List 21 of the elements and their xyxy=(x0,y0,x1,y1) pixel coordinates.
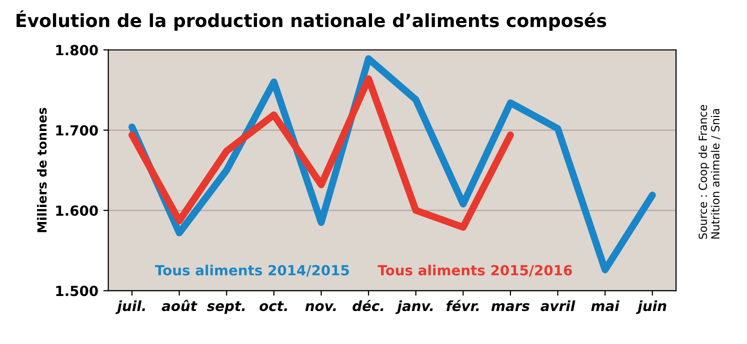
y-tick-label: 1.800 xyxy=(56,44,98,56)
y-axis-title: Milliers de tonnes xyxy=(37,108,47,232)
source-note: Source : Coop de France Nutrition animale / Snia xyxy=(698,104,720,239)
y-tick-label: 1.700 xyxy=(56,125,98,136)
y-tick-label: 1.500 xyxy=(56,286,98,296)
x-tick-label: avril xyxy=(540,300,576,312)
x-tick-label: juil. xyxy=(115,300,146,314)
x-tick-label: févr. xyxy=(446,300,479,312)
x-tick-label: déc. xyxy=(352,300,384,312)
x-tick-label: janv. xyxy=(395,300,433,314)
x-tick-label: août xyxy=(162,300,198,312)
x-tick-label: oct. xyxy=(260,301,288,312)
text: Tous aliments 2015/2016 xyxy=(378,264,572,277)
x-tick-label: mars xyxy=(491,303,530,312)
y-tick-label: 1.600 xyxy=(56,205,98,216)
x-tick-label: nov. xyxy=(305,303,336,312)
x-tick-label: juin xyxy=(636,300,666,314)
text: Tous aliments 2014/2015 xyxy=(155,264,349,277)
x-tick-label: mai xyxy=(591,300,620,312)
chart-title: Évolution de la production nationale d’aliments composés xyxy=(16,10,606,31)
x-tick-label: sept. xyxy=(206,301,245,314)
